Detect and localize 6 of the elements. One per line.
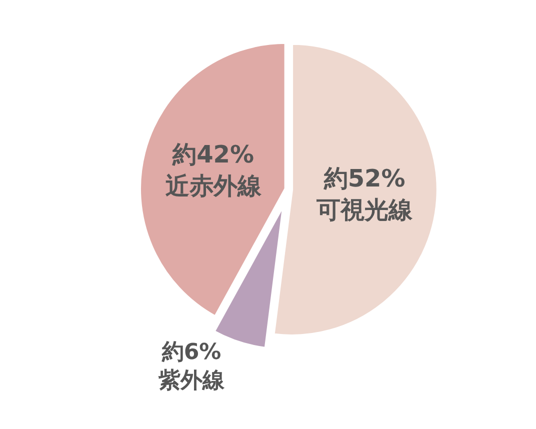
slice-label: 紫外線 — [158, 368, 226, 394]
slice-label: 近赤外線 — [165, 172, 262, 200]
data-label: 約6% — [160, 340, 222, 365]
data-label: 約52% — [322, 164, 406, 193]
slice-label: 可視光線 — [316, 196, 414, 224]
data-label: 約42% — [172, 140, 254, 169]
